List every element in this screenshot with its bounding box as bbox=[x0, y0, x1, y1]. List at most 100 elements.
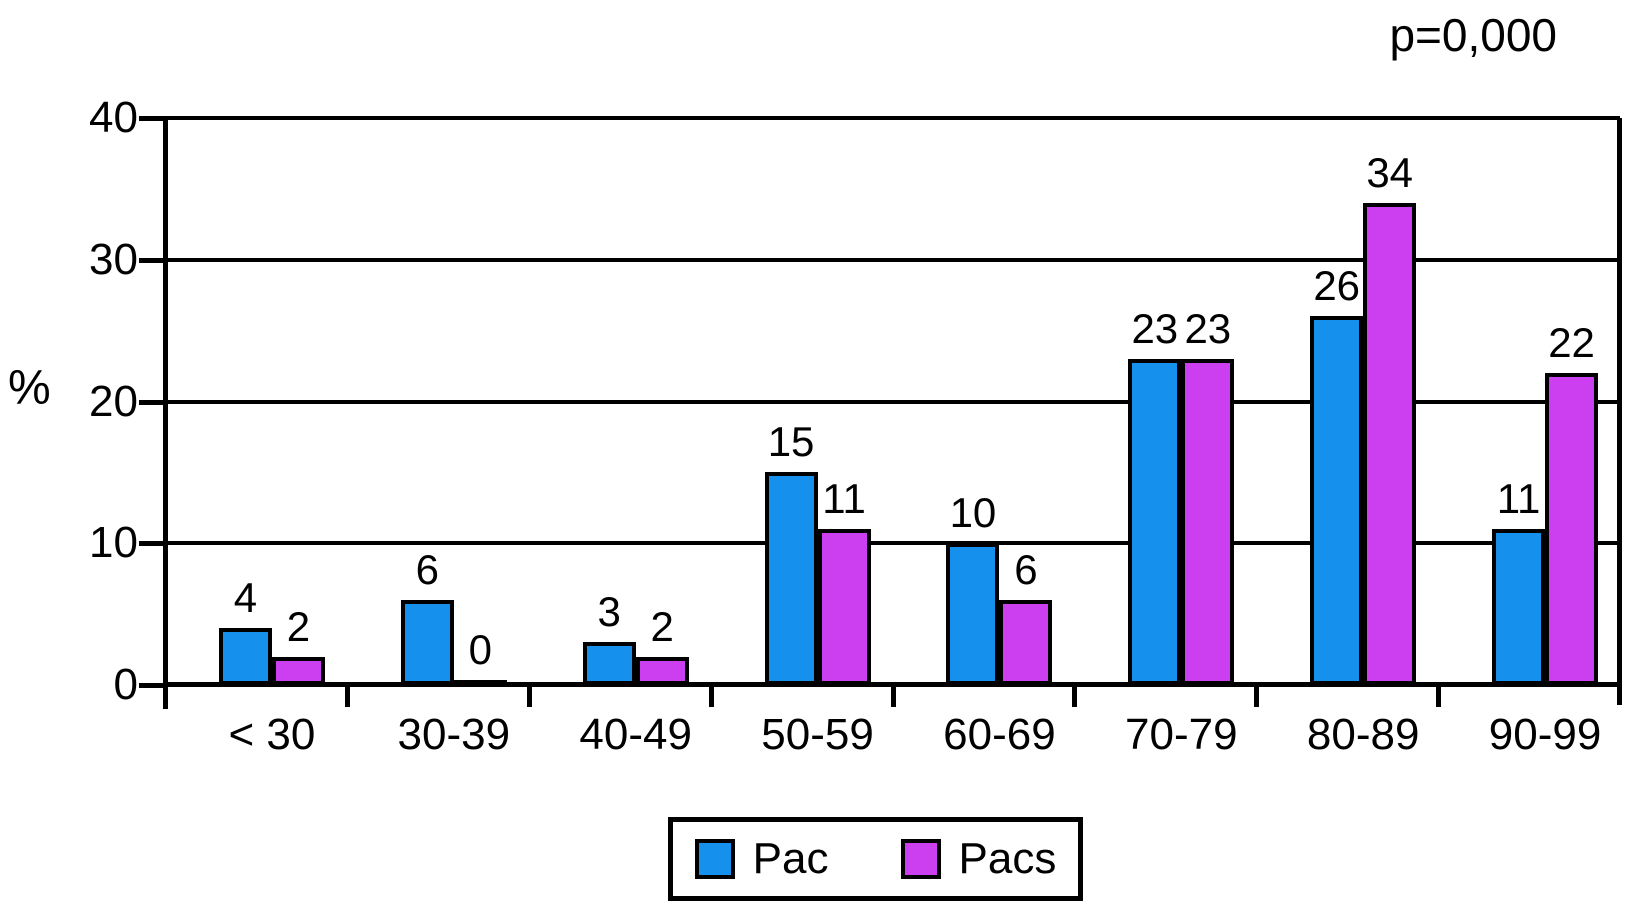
bar-pac-40-49 bbox=[582, 642, 636, 685]
y-tick-label-40: 40 bbox=[89, 93, 138, 142]
legend-item-pac: Pac bbox=[694, 834, 829, 883]
bar-pacs-< 30 bbox=[271, 656, 325, 685]
bar-pac-50-59 bbox=[764, 472, 818, 685]
bar-column: 2 bbox=[271, 602, 325, 685]
bar-value-label: 23 bbox=[1184, 304, 1232, 352]
legend-swatch-pacs bbox=[900, 839, 941, 879]
y-tick-label-20: 20 bbox=[89, 376, 138, 426]
bar-column: 34 bbox=[1363, 149, 1417, 685]
bar-column: 0 bbox=[453, 626, 507, 685]
bar-group-50-59: 15 11 bbox=[711, 118, 893, 685]
x-tick-7 bbox=[1436, 685, 1442, 707]
bar-column: 3 bbox=[582, 588, 636, 685]
legend: Pac Pacs bbox=[668, 817, 1083, 901]
bar-column: 11 bbox=[817, 475, 871, 685]
x-tick-label-40-49: 40-49 bbox=[579, 710, 692, 759]
bar-pac-30-39 bbox=[400, 599, 454, 685]
p-value-annotation: p=0,000 bbox=[1389, 9, 1557, 61]
bar-pacs-70-79 bbox=[1181, 358, 1235, 685]
x-tick-label-50-59: 50-59 bbox=[761, 710, 874, 759]
bar-value-label: 23 bbox=[1131, 304, 1179, 352]
bar-value-label: 2 bbox=[650, 602, 674, 650]
x-tick-label-70-79: 70-79 bbox=[1125, 710, 1238, 759]
gridline-40 bbox=[165, 116, 1620, 120]
bar-group-< 30: 42 bbox=[165, 118, 347, 685]
bar-pacs-30-39 bbox=[453, 680, 507, 685]
bar-column: 15 bbox=[764, 418, 818, 685]
x-tick-3 bbox=[708, 685, 714, 707]
bar-value-label: 34 bbox=[1366, 149, 1414, 197]
legend-label-pacs: Pacs bbox=[958, 834, 1057, 883]
bar-pacs-90-99 bbox=[1545, 373, 1599, 685]
bar-pac-70-79 bbox=[1128, 358, 1182, 685]
bar-value-label: 4 bbox=[233, 574, 258, 622]
bar-value-label: 15 bbox=[767, 418, 815, 466]
bar-pair: 23 23 bbox=[1128, 304, 1235, 685]
y-tick-label-30: 30 bbox=[89, 234, 138, 284]
bar-value-label: 11 bbox=[822, 475, 866, 523]
y-tick-0 bbox=[139, 683, 165, 688]
bar-pac-60-69 bbox=[946, 543, 1000, 685]
bar-column: 23 bbox=[1181, 304, 1235, 685]
bar-pair: 11 22 bbox=[1492, 319, 1599, 685]
bar-pacs-50-59 bbox=[817, 529, 871, 685]
bar-group-70-79: 23 23 bbox=[1074, 118, 1256, 685]
legend-item-pacs: Pacs bbox=[900, 834, 1057, 883]
x-tick-2 bbox=[526, 685, 532, 707]
bar-value-label: 2 bbox=[286, 602, 311, 650]
x-tick-label-80-89: 80-89 bbox=[1306, 710, 1420, 759]
y-tick-10 bbox=[139, 541, 165, 547]
y-tick-30 bbox=[139, 257, 165, 263]
bar-column: 6 bbox=[999, 545, 1053, 685]
bar-value-label: 6 bbox=[415, 545, 439, 593]
bar-value-label: 26 bbox=[1313, 262, 1361, 310]
bar-pacs-80-89 bbox=[1363, 203, 1417, 685]
x-tick-label-90-99: 90-99 bbox=[1488, 710, 1602, 759]
gridline-10 bbox=[165, 541, 1620, 546]
bar-pac-< 30 bbox=[218, 628, 272, 685]
y-tick-label-0: 0 bbox=[113, 660, 138, 709]
bar-group-60-69: 10 6 bbox=[893, 118, 1075, 685]
x-tick-label-< 30: < 30 bbox=[228, 710, 316, 759]
bar-group-90-99: 11 22 bbox=[1438, 118, 1620, 685]
bar-value-label: 3 bbox=[597, 588, 621, 636]
bar-value-label: 22 bbox=[1548, 319, 1595, 367]
bar-value-label: 0 bbox=[468, 626, 492, 673]
x-axis-tick-labels: < 30 30-39 40-49 50-59 60-69 70-79 80-89 90-99 bbox=[165, 710, 1620, 760]
bar-column: 10 bbox=[946, 489, 1000, 685]
bar-pair: 10 6 bbox=[946, 489, 1053, 685]
bar-pac-80-89 bbox=[1310, 316, 1364, 685]
x-axis-line bbox=[163, 682, 1622, 687]
bar-pair: 15 11 bbox=[764, 418, 871, 685]
gridline-30 bbox=[165, 257, 1620, 262]
legend-swatch-pac bbox=[694, 839, 735, 879]
y-tick-label-10: 10 bbox=[89, 518, 138, 568]
bar-pac-90-99 bbox=[1492, 529, 1546, 685]
y-axis-line bbox=[163, 118, 168, 709]
bar-value-label: 10 bbox=[949, 489, 997, 537]
bar-pacs-40-49 bbox=[635, 656, 689, 685]
x-tick-5 bbox=[1072, 685, 1078, 707]
gridline-20 bbox=[165, 399, 1620, 404]
y-axis-title: % bbox=[8, 361, 51, 415]
y-tick-20 bbox=[139, 399, 165, 405]
x-tick-6 bbox=[1254, 685, 1260, 707]
bar-column: 2 bbox=[635, 602, 689, 685]
x-tick-label-30-39: 30-39 bbox=[397, 710, 511, 759]
bar-column: 4 bbox=[218, 574, 272, 685]
legend-label-pac: Pac bbox=[752, 834, 829, 883]
bar-column: 23 bbox=[1128, 304, 1182, 685]
bar-value-label: 6 bbox=[1014, 545, 1038, 593]
bar-pacs-60-69 bbox=[999, 599, 1053, 685]
bars-layer: 4 2 6 0 3 2 15 11 10 6 23 23 26 34 11 22 bbox=[165, 118, 1620, 685]
bar-column: 26 bbox=[1310, 262, 1364, 685]
x-tick-4 bbox=[890, 685, 896, 707]
bar-value-label: 11 bbox=[1496, 475, 1541, 523]
y-tick-40 bbox=[139, 116, 165, 121]
